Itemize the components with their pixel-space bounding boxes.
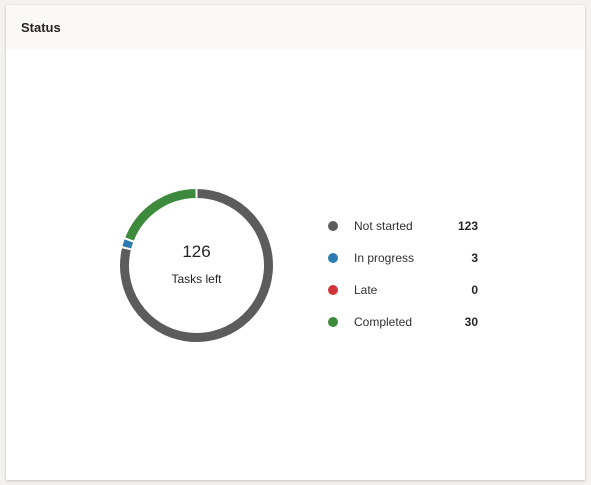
legend-item-in-progress[interactable]: In progress 3	[326, 242, 486, 274]
donut-svg	[120, 189, 273, 342]
late-dot-icon	[328, 285, 338, 295]
status-legend: Not started 123 In progress 3 Late 0 Com…	[326, 210, 486, 338]
donut-slice-not-started[interactable]	[120, 189, 273, 342]
legend-label: Late	[354, 283, 378, 297]
legend-value: 0	[471, 283, 478, 297]
legend-label: In progress	[354, 251, 415, 265]
legend-value: 3	[471, 251, 478, 265]
legend-label: Completed	[354, 315, 413, 329]
card-title: Status	[21, 20, 61, 35]
in-progress-dot-icon	[328, 253, 338, 263]
legend-value: 30	[464, 315, 478, 329]
not-started-dot-icon	[328, 221, 338, 231]
tasks-left-value: 126	[182, 241, 211, 261]
legend-value: 123	[457, 219, 478, 233]
donut-slice-completed[interactable]	[125, 189, 196, 241]
status-donut-chart: 126 Tasks left	[114, 183, 279, 348]
completed-dot-icon	[328, 317, 338, 327]
legend-item-completed[interactable]: Completed 30	[326, 306, 486, 338]
card-header: Status	[6, 5, 585, 50]
donut-center: 126 Tasks left	[114, 183, 279, 348]
status-card: Status 126 Tasks left Not started 123 In…	[6, 5, 585, 480]
legend-label: Not started	[354, 219, 413, 233]
donut-slice-in-progress[interactable]	[122, 239, 134, 249]
legend-item-not-started[interactable]: Not started 123	[326, 210, 486, 242]
tasks-left-label: Tasks left	[171, 271, 222, 286]
legend-item-late[interactable]: Late 0	[326, 274, 486, 306]
